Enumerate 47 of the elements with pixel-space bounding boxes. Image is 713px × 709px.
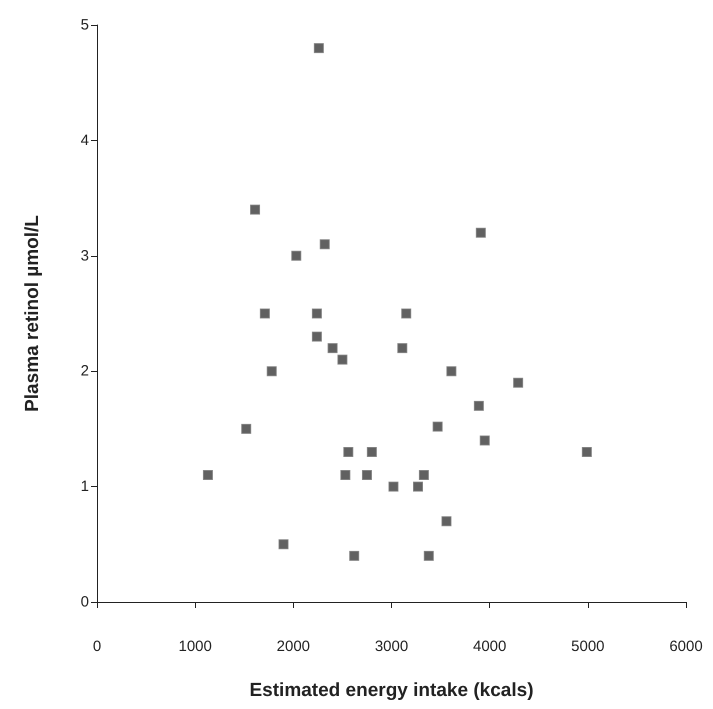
point	[474, 400, 484, 411]
point	[260, 308, 270, 318]
point	[266, 366, 277, 376]
point	[328, 343, 338, 354]
point	[388, 482, 398, 492]
y-tick-label: 3	[80, 247, 89, 264]
x-tick-label: 2000	[276, 638, 310, 655]
point	[340, 470, 350, 480]
point	[337, 354, 348, 365]
x-tick-label: 5000	[571, 638, 605, 655]
point	[480, 435, 490, 446]
point	[401, 308, 412, 318]
point	[582, 446, 592, 457]
point	[413, 482, 424, 492]
point	[202, 470, 213, 480]
point	[343, 446, 354, 457]
point	[312, 332, 322, 342]
point	[312, 308, 322, 318]
y-tick-label: 5	[80, 16, 89, 34]
point	[250, 204, 260, 215]
point	[241, 424, 252, 434]
point	[418, 470, 429, 480]
point	[424, 550, 434, 561]
point	[320, 239, 330, 250]
point	[513, 378, 524, 388]
point	[441, 516, 452, 526]
x-tick-label: 6000	[669, 638, 703, 655]
point	[314, 43, 324, 54]
point	[278, 539, 289, 550]
y-tick-label: 2	[80, 362, 89, 380]
point	[366, 446, 377, 457]
x-tick-label: 4000	[472, 638, 506, 655]
point	[446, 366, 456, 376]
point	[476, 228, 486, 238]
point	[349, 550, 360, 561]
y-axis-title: Plasma retinol µmol/L	[22, 214, 43, 412]
y-tick-label: 0	[80, 594, 89, 610]
x-axis-title: Estimated energy intake (kcals)	[249, 680, 534, 701]
y-tick-label: 4	[80, 132, 89, 149]
x-tick-label: 0	[92, 638, 102, 655]
x-tick-label: 1000	[178, 638, 212, 655]
point	[362, 470, 372, 480]
x-tick-label: 3000	[374, 638, 408, 655]
point	[291, 250, 302, 261]
point	[397, 343, 408, 354]
y-tick-label: 1	[80, 478, 89, 496]
point	[432, 422, 443, 432]
